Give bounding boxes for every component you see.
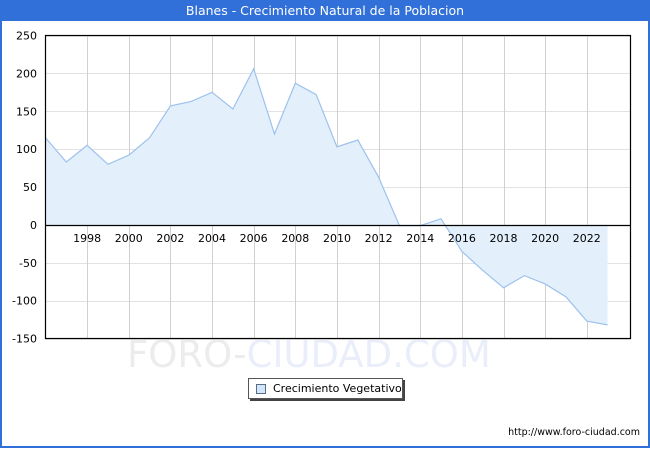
svg-text:150: 150 bbox=[16, 105, 37, 118]
svg-text:2016: 2016 bbox=[448, 232, 476, 245]
svg-text:0: 0 bbox=[30, 219, 37, 232]
data-area bbox=[45, 68, 608, 325]
x-axis-ticks: 1998 2000 2002 2004 2006 2008 2010 2012 2014 2016… bbox=[73, 232, 601, 245]
plot-border bbox=[44, 34, 632, 340]
svg-text:200: 200 bbox=[16, 67, 37, 80]
svg-text:2022: 2022 bbox=[573, 232, 601, 245]
svg-text:250: 250 bbox=[16, 30, 37, 43]
svg-text:50: 50 bbox=[23, 181, 37, 194]
legend-label: Crecimiento Vegetativo bbox=[273, 382, 402, 395]
chart-title: Blanes - Crecimiento Natural de la Pobla… bbox=[0, 0, 650, 21]
svg-text:-100: -100 bbox=[12, 295, 37, 308]
svg-text:2018: 2018 bbox=[490, 232, 518, 245]
y-axis-ticks: 250 200 150 100 50 0 -50 -100 -150 bbox=[12, 30, 37, 346]
svg-text:2020: 2020 bbox=[531, 232, 559, 245]
svg-text:2014: 2014 bbox=[406, 232, 434, 245]
watermark: FORO-CIUDAD.COM bbox=[127, 333, 491, 376]
svg-text:2006: 2006 bbox=[240, 232, 268, 245]
svg-text:2012: 2012 bbox=[365, 232, 393, 245]
svg-text:2000: 2000 bbox=[115, 232, 143, 245]
svg-text:FORO-CIUDAD.COM: FORO-CIUDAD.COM bbox=[127, 333, 491, 376]
legend-swatch-icon bbox=[256, 384, 266, 394]
svg-text:2008: 2008 bbox=[281, 232, 309, 245]
svg-text:-150: -150 bbox=[12, 333, 37, 346]
svg-text:100: 100 bbox=[16, 143, 37, 156]
svg-text:2010: 2010 bbox=[323, 232, 351, 245]
svg-text:-50: -50 bbox=[19, 257, 37, 270]
svg-text:2002: 2002 bbox=[156, 232, 184, 245]
svg-text:2004: 2004 bbox=[198, 232, 226, 245]
data-line bbox=[45, 67, 608, 326]
source-link[interactable]: http://www.foro-ciudad.com bbox=[508, 427, 640, 438]
legend: Crecimiento Vegetativo bbox=[248, 378, 403, 399]
svg-text:1998: 1998 bbox=[73, 232, 101, 245]
